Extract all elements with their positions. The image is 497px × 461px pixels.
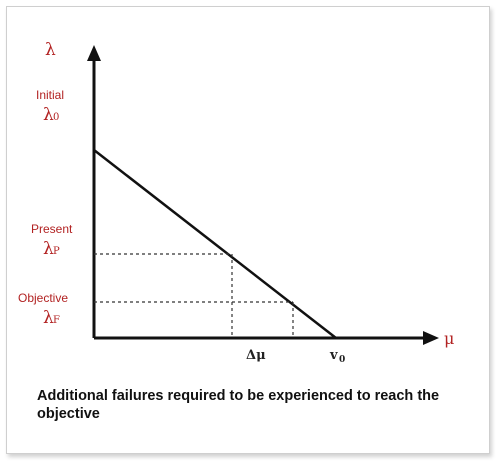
initial-label-word: Initial — [36, 88, 64, 102]
y-axis-arrowhead — [87, 45, 101, 61]
objective-lambda-symbol: λ — [43, 308, 54, 328]
figure-frame: λ μ Initial λ 0 Present λ P Objective λ … — [6, 6, 490, 454]
objective-label-word: Objective — [18, 291, 68, 305]
present-label-word: Present — [31, 222, 73, 236]
v0-label: v — [329, 348, 338, 363]
failure-intensity-line — [93, 149, 337, 339]
objective-lambda-subscript: F — [53, 315, 60, 326]
x-axis-arrowhead — [423, 331, 439, 345]
initial-lambda-symbol: λ — [43, 105, 54, 125]
failure-intensity-diagram: λ μ Initial λ 0 Present λ P Objective λ … — [18, 40, 454, 365]
x-axis-label: μ — [444, 329, 454, 348]
y-axis-label: λ — [45, 40, 56, 60]
delta-mu-label: Δμ — [246, 348, 266, 363]
figure-caption: Additional failures required to be exper… — [37, 388, 440, 422]
initial-lambda-subscript: 0 — [53, 112, 59, 123]
present-lambda-symbol: λ — [43, 239, 54, 259]
present-lambda-subscript: P — [53, 246, 60, 257]
v0-subscript: 0 — [339, 355, 345, 365]
